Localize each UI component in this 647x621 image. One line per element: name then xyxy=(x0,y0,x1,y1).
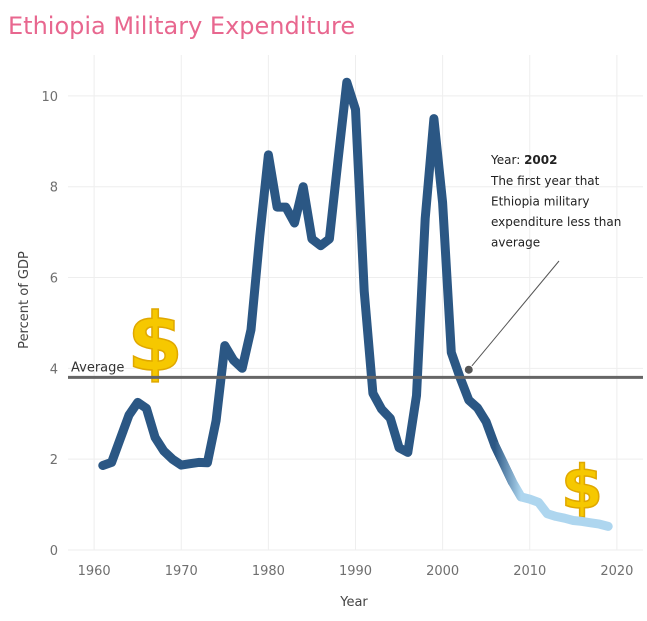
annotation-year-prefix: Year: xyxy=(490,153,524,167)
annotation-text: The first year that Ethiopia military expe… xyxy=(490,174,621,250)
x-axis-label: Year xyxy=(339,595,368,610)
y-tick-label: 0 xyxy=(50,544,58,559)
x-tick-label: 1960 xyxy=(78,564,111,579)
chart-title: Ethiopia Military Expenditure xyxy=(8,12,355,40)
average-reference: Average xyxy=(68,360,643,379)
annotation-line: The first year that xyxy=(490,174,600,188)
annotation-line: expenditure less than xyxy=(491,215,621,229)
annotation-year: Year: 2002 xyxy=(490,153,557,167)
annotation: Year: 2002 The first year that Ethiopia m… xyxy=(463,153,621,375)
x-tick-label: 1970 xyxy=(165,564,198,579)
y-tick-label: 10 xyxy=(41,90,58,105)
x-axis-ticks: 1960 1970 1980 1990 2000 2010 2020 xyxy=(78,564,634,579)
series-line-transition xyxy=(490,441,526,502)
x-tick-label: 2000 xyxy=(426,564,459,579)
y-axis-label: Percent of GDP xyxy=(17,251,32,349)
annotation-line: average xyxy=(491,236,540,250)
y-axis-ticks: 0 2 4 6 8 10 xyxy=(41,90,58,559)
x-tick-label: 2010 xyxy=(513,564,546,579)
y-tick-label: 2 xyxy=(50,453,58,468)
dollar-sign-icon: $ xyxy=(127,296,183,389)
annotation-leader-line xyxy=(468,260,560,371)
dollar-sign-icon: $ xyxy=(561,453,603,523)
x-tick-label: 1990 xyxy=(339,564,372,579)
y-tick-label: 6 xyxy=(50,272,58,287)
y-tick-label: 4 xyxy=(50,362,58,377)
annotation-line: Ethiopia military xyxy=(491,195,589,209)
series xyxy=(98,77,613,531)
decorations: $$ xyxy=(127,295,604,524)
y-tick-label: 8 xyxy=(50,181,58,196)
series-line-recent xyxy=(507,477,613,531)
series-line xyxy=(98,77,517,487)
average-label: Average xyxy=(71,360,124,375)
x-tick-label: 1980 xyxy=(252,564,285,579)
annotation-year-value: 2002 xyxy=(524,153,557,167)
x-tick-label: 2020 xyxy=(600,564,633,579)
annotation-point xyxy=(463,364,474,375)
